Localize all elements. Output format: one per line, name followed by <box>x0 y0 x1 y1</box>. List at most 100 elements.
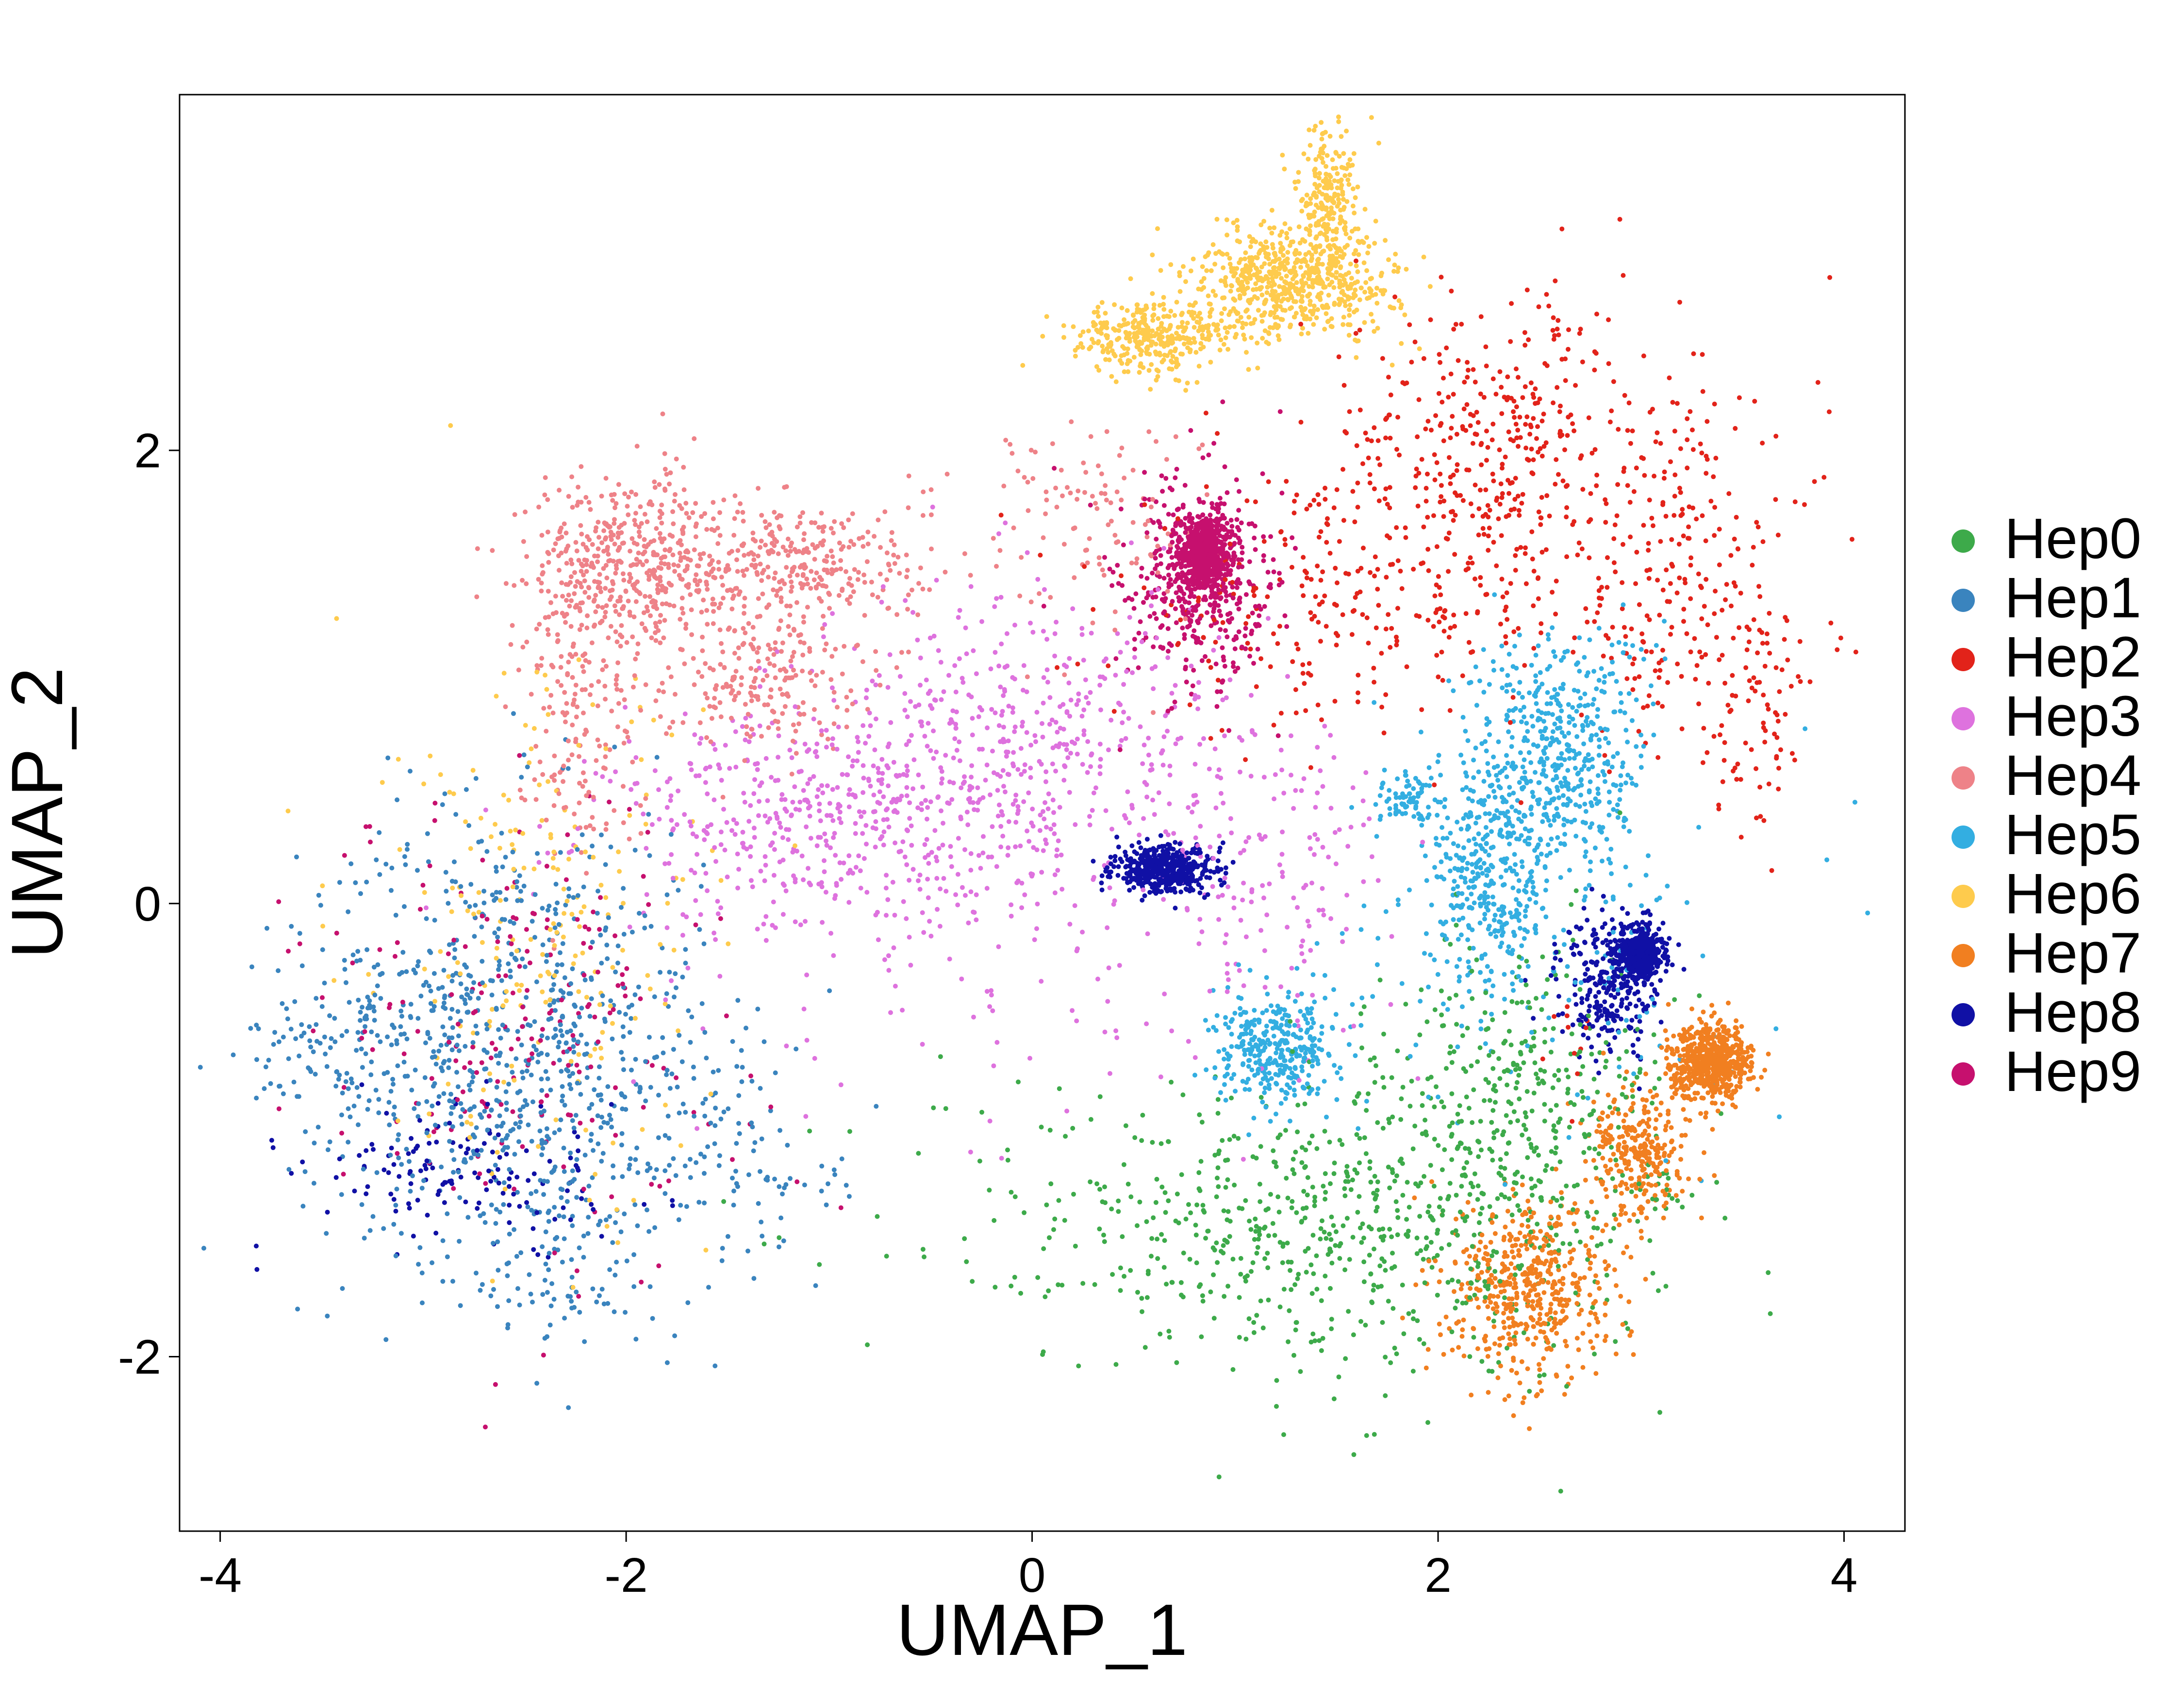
point-hep2 <box>1605 555 1610 560</box>
point-hep1 <box>476 996 481 1001</box>
point-hep7 <box>1539 1388 1544 1393</box>
point-hep4 <box>718 714 724 719</box>
point-hep3 <box>1208 844 1213 850</box>
point-hep5 <box>1287 1024 1292 1028</box>
point-hep1 <box>518 889 523 894</box>
point-hep8 <box>458 1144 463 1149</box>
point-hep4 <box>778 618 783 624</box>
point-hep6 <box>1183 279 1188 284</box>
point-hep6 <box>603 895 609 900</box>
point-hep3 <box>1305 919 1310 924</box>
point-hep0 <box>1308 1262 1314 1268</box>
point-hep2 <box>1523 446 1529 451</box>
point-hep9 <box>510 1109 515 1114</box>
point-hep3 <box>1261 895 1266 901</box>
point-hep9 <box>1240 550 1245 555</box>
point-hep0 <box>1464 1160 1470 1165</box>
point-hep9 <box>1166 648 1171 654</box>
point-hep1 <box>470 1040 476 1045</box>
point-hep0 <box>1286 1339 1291 1344</box>
point-hep6 <box>510 884 515 890</box>
point-hep4 <box>608 624 613 629</box>
point-hep6 <box>517 988 522 993</box>
point-hep1 <box>611 1163 616 1169</box>
point-hep3 <box>772 847 777 852</box>
point-hep0 <box>1585 1257 1590 1262</box>
point-hep1 <box>780 1191 785 1197</box>
point-hep7 <box>1510 1187 1516 1192</box>
point-hep1 <box>343 1079 348 1084</box>
point-hep5 <box>1319 1024 1324 1029</box>
point-hep0 <box>1395 1232 1400 1238</box>
point-hep0 <box>1420 1131 1425 1137</box>
point-hep2 <box>1798 679 1803 684</box>
point-hep4 <box>621 784 626 789</box>
point-hep6 <box>523 723 528 728</box>
point-hep1 <box>396 1132 401 1137</box>
point-hep5 <box>1646 853 1651 859</box>
point-hep1 <box>772 1176 777 1182</box>
point-hep6 <box>1191 316 1196 321</box>
point-hep3 <box>1262 948 1267 953</box>
point-hep1 <box>570 1118 575 1123</box>
point-hep1 <box>468 882 474 887</box>
point-hep1 <box>503 1089 509 1094</box>
point-hep1 <box>505 1133 510 1138</box>
point-hep3 <box>931 728 936 734</box>
point-hep7 <box>1507 1342 1513 1347</box>
point-hep3 <box>1186 805 1191 810</box>
point-hep3 <box>776 755 781 760</box>
point-hep0 <box>1389 1234 1394 1239</box>
point-hep4 <box>658 578 663 584</box>
point-hep0 <box>1551 1026 1556 1031</box>
point-hep4 <box>1019 555 1024 560</box>
point-hep8 <box>1585 996 1590 1002</box>
point-hep3 <box>767 816 773 821</box>
point-hep0 <box>1472 1171 1477 1176</box>
point-hep3 <box>697 741 702 746</box>
point-hep0 <box>1517 1208 1522 1213</box>
point-hep2 <box>1536 449 1540 455</box>
point-hep5 <box>1310 1053 1315 1058</box>
point-hep2 <box>1702 604 1707 609</box>
point-hep7 <box>1605 1092 1611 1098</box>
point-hep2 <box>1522 384 1528 389</box>
point-hep2 <box>1528 380 1534 385</box>
point-hep4 <box>742 604 747 609</box>
point-hep6 <box>1362 207 1368 212</box>
point-hep5 <box>1454 964 1459 969</box>
point-hep0 <box>1525 1155 1530 1160</box>
point-hep3 <box>750 884 755 890</box>
point-hep0 <box>1467 1192 1473 1197</box>
point-hep0 <box>1327 1231 1332 1237</box>
point-hep2 <box>1473 380 1478 385</box>
point-hep0 <box>1158 1141 1164 1146</box>
point-hep2 <box>1672 429 1677 434</box>
point-hep2 <box>1514 404 1519 410</box>
point-hep8 <box>1581 906 1587 911</box>
point-hep7 <box>1502 1397 1507 1402</box>
point-hep8 <box>1663 969 1669 974</box>
point-hep5 <box>1618 788 1623 793</box>
point-hep4 <box>844 724 849 729</box>
point-hep0 <box>1380 1320 1385 1325</box>
point-hep4 <box>927 587 932 592</box>
point-hep7 <box>1653 1193 1658 1198</box>
point-hep1 <box>846 1194 852 1199</box>
point-hep7 <box>1486 1316 1491 1321</box>
point-hep8 <box>1625 911 1630 916</box>
point-hep3 <box>687 761 693 766</box>
point-hep1 <box>340 1090 345 1096</box>
point-hep1 <box>590 940 595 945</box>
point-hep5 <box>1247 968 1253 973</box>
point-hep5 <box>1596 626 1602 631</box>
point-hep5 <box>1531 794 1536 799</box>
point-hep2 <box>1535 424 1540 429</box>
point-hep8 <box>1631 1050 1636 1055</box>
point-hep1 <box>419 1186 425 1191</box>
point-hep3 <box>688 824 694 828</box>
point-hep2 <box>1513 568 1518 573</box>
point-hep6 <box>1268 293 1274 298</box>
point-hep4 <box>1028 599 1034 605</box>
point-hep4 <box>693 534 698 539</box>
